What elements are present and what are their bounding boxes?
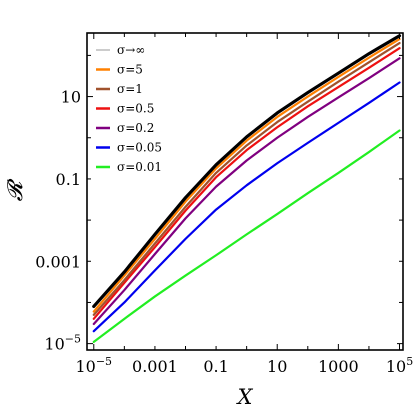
x-tick-label: 0.1 xyxy=(203,357,228,376)
x-tick-label: 1000 xyxy=(318,357,359,376)
series-line-σ→∞ xyxy=(92,34,402,309)
legend-label: σ=0.2 xyxy=(117,121,154,135)
x-axis-label: X xyxy=(236,385,254,409)
legend-label: σ=1 xyxy=(117,82,143,96)
x-tick-label: 10−5 xyxy=(75,355,112,376)
x-tick-label: 10 xyxy=(267,357,287,376)
legend-label: σ=5 xyxy=(117,63,143,77)
series-line-σ=1 xyxy=(92,41,401,316)
series-line-σ=0.2 xyxy=(92,57,401,326)
y-tick-label: 10−5 xyxy=(44,333,81,354)
plot-frame xyxy=(86,32,404,351)
y-tick-label: 0.001 xyxy=(35,252,81,271)
legend-label: σ=0.05 xyxy=(117,141,162,155)
y-tick-label: 10 xyxy=(61,88,81,107)
ticks-layer xyxy=(87,33,403,350)
x-tick-label: 105 xyxy=(386,355,413,376)
y-axis-label: 𝓡 xyxy=(3,178,27,201)
series-line-σ=0.5 xyxy=(92,47,401,320)
legend-label: σ→∞ xyxy=(117,43,145,57)
series-line-σ=5 xyxy=(92,37,401,313)
series-line-σ=0.01 xyxy=(92,129,401,344)
tick-labels-layer: 10−5 0.001 0.1 10 1000 105 10−5 0.001 0.1 10 xyxy=(35,88,413,376)
legend: σ→∞ σ=5 σ=1 σ=0.5 σ=0.2 σ=0.05 σ=0.01 xyxy=(96,43,162,174)
y-tick-label: 0.1 xyxy=(56,170,81,189)
curves-layer xyxy=(92,34,402,344)
legend-label: σ=0.01 xyxy=(117,160,162,174)
series-line-σ=0.05 xyxy=(92,81,401,333)
x-tick-label: 0.001 xyxy=(132,357,178,376)
legend-label: σ=0.5 xyxy=(117,102,154,116)
